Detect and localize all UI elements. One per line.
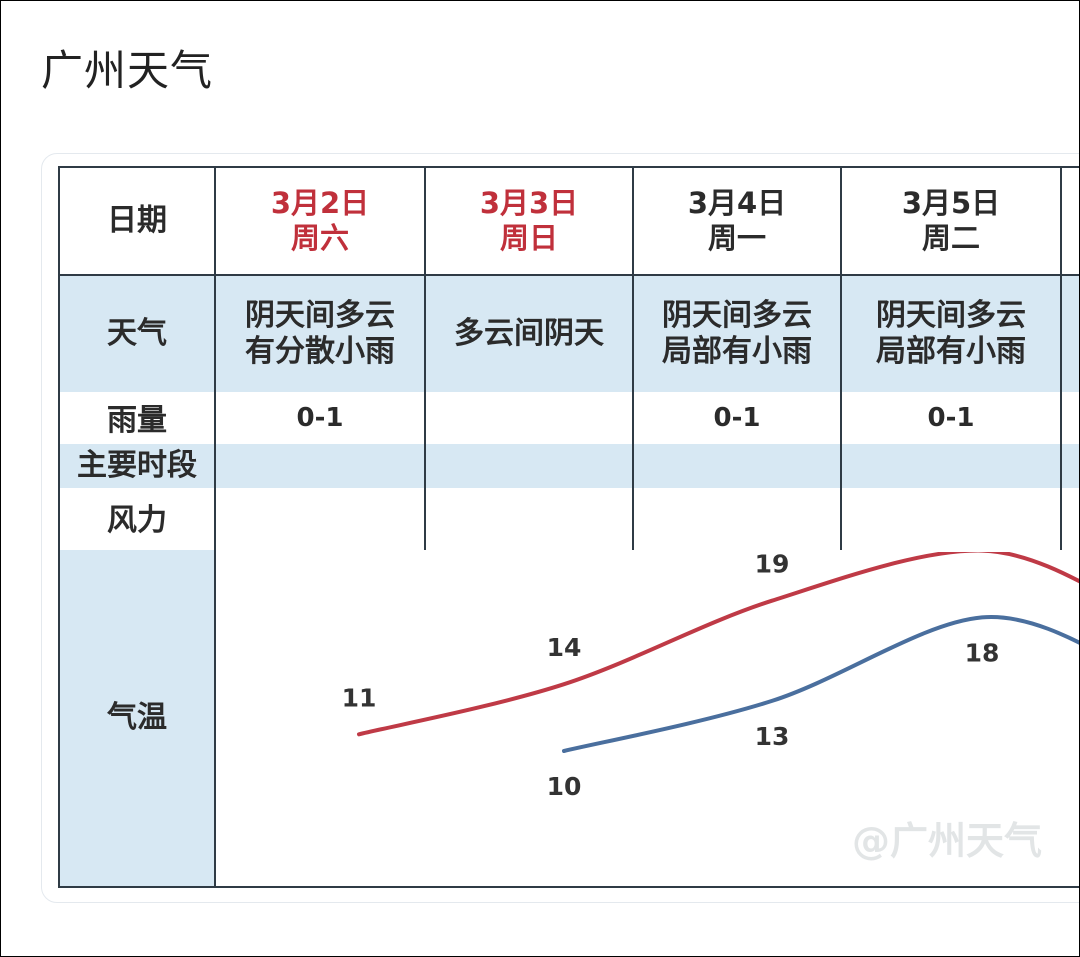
weather-line: 多云间阴天 — [454, 316, 604, 351]
high-temp-line — [357, 552, 1079, 737]
rain-period-band — [60, 444, 1079, 488]
weekday-label: 周一 — [707, 221, 766, 255]
date-label: 3月4日 — [687, 186, 787, 221]
high-temp-label: 14 — [547, 633, 582, 662]
low-temp-label: 18 — [965, 638, 1000, 667]
rain-row-band — [60, 392, 1079, 444]
weather-line: 阴天间多云 — [245, 298, 395, 333]
grid-vline — [840, 168, 842, 550]
date-cell: 3月3日 周日 — [426, 168, 632, 274]
row-label-weather: 天气 — [107, 316, 167, 351]
high-temp-label: 19 — [755, 552, 790, 579]
chart-plot-area — [230, 552, 1079, 884]
grid-vline — [1060, 168, 1062, 550]
weather-line: 局部有小雨 — [876, 334, 1026, 369]
date-label: 3月2日 — [270, 186, 370, 221]
grid-vline — [214, 168, 216, 886]
row-label-rain: 雨量 — [107, 403, 167, 438]
weekday-label: 周日 — [499, 221, 558, 255]
rain-cell: 0-1 — [927, 403, 975, 434]
high-temp-label: 11 — [342, 683, 377, 712]
weather-line: 阴天间多云 — [876, 298, 1026, 333]
row-label-rain-period: 主要时段 — [77, 448, 197, 483]
weather-forecast-table: 日期 天气 雨量 主要时段 风力 气温 3月2日 周六 阴天间多云 有分散小雨 … — [58, 166, 1079, 888]
rain-cell: 0-1 — [713, 403, 761, 434]
weather-row-band — [60, 276, 1079, 392]
weather-image-card[interactable]: 日期 天气 雨量 主要时段 风力 气温 3月2日 周六 阴天间多云 有分散小雨 … — [41, 153, 1079, 903]
rain-cell: 0-1 — [296, 403, 344, 434]
temp-label-band — [60, 550, 214, 886]
weather-cell: 多云间阴天 — [426, 276, 632, 392]
row-label-wind: 风力 — [107, 503, 167, 538]
low-temp-label: 13 — [755, 722, 790, 751]
low-temp-label: 10 — [547, 772, 582, 801]
weather-line: 局部有小雨 — [662, 334, 812, 369]
weather-cell: 阴天间多云 有分散小雨 — [216, 276, 424, 392]
weekday-label: 周六 — [290, 221, 349, 255]
weather-cell: 阴天间多云 局部有小雨 — [634, 276, 840, 392]
weather-line: 有分散小雨 — [245, 334, 395, 369]
watermark: @广州天气 — [852, 819, 1042, 863]
date-cell: 3月4日 周一 — [634, 168, 840, 274]
weather-line: 阴天间多云 — [662, 298, 812, 333]
date-label: 3月3日 — [479, 186, 579, 221]
row-label-date: 日期 — [107, 203, 167, 238]
row-label-temp: 气温 — [107, 700, 167, 735]
date-cell: 3月5日 周二 — [842, 168, 1060, 274]
rain-cell — [426, 394, 632, 444]
date-label: 3月5日 — [901, 186, 1001, 221]
page-title: 广州天气 — [41, 46, 214, 95]
low-temp-line — [562, 615, 1079, 753]
temperature-chart: 11141922101318@广州天气 — [230, 552, 1079, 884]
grid-hline — [60, 274, 1079, 276]
weekday-label: 周二 — [921, 221, 980, 255]
weather-cell: 阴天间多云 局部有小雨 — [842, 276, 1060, 392]
wind-row-band — [60, 488, 1079, 550]
grid-vline — [424, 168, 426, 550]
date-cell: 3月2日 周六 — [216, 168, 424, 274]
grid-vline — [632, 168, 634, 550]
